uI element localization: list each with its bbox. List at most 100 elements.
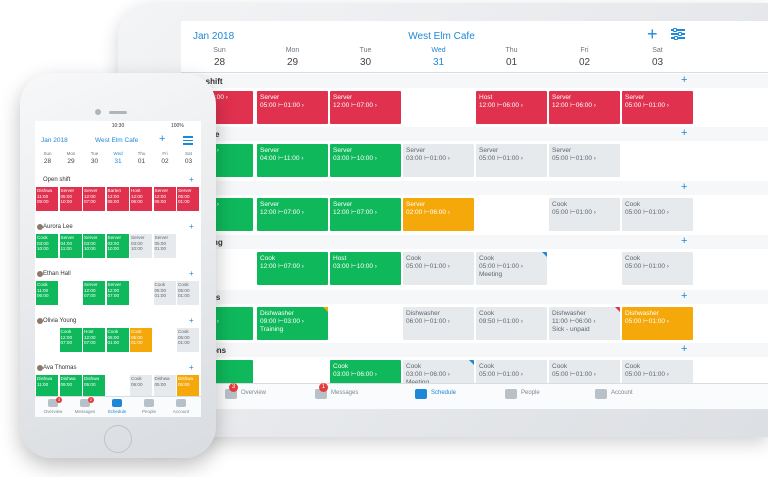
shift-card[interactable]: Server 02:00 ⊢06:00 › <box>403 198 474 231</box>
day-header[interactable]: Thu 01 <box>130 151 153 165</box>
tab-people[interactable]: People <box>134 399 164 414</box>
add-shift-icon[interactable]: + <box>159 133 166 145</box>
day-header[interactable]: Wed 31 <box>402 47 475 88</box>
day-header[interactable]: Sat 03 <box>621 47 694 68</box>
shift-card[interactable]: Cook 05:00 ⊢01:00 › <box>622 198 693 231</box>
add-icon[interactable]: + <box>681 127 688 139</box>
tab-account[interactable]: Account <box>595 389 633 399</box>
shift-card[interactable]: Dishwa 05:00 <box>177 375 199 399</box>
tab-people[interactable]: People <box>505 389 540 399</box>
day-header[interactable]: Sun 28 <box>183 47 256 88</box>
add-icon[interactable]: + <box>681 343 688 355</box>
shift-card[interactable]: Dishwa 11:00 05:00 <box>36 187 58 211</box>
filter-icon[interactable] <box>183 136 193 145</box>
add-icon[interactable]: + <box>189 363 194 372</box>
shift-card[interactable]: Cook 05:00 01:00 <box>153 281 176 305</box>
shift-card[interactable]: Cook 09:50 ⊢01:00 › <box>476 307 547 340</box>
shift-card[interactable]: Server 04:00 ⊢11:00 › <box>257 144 328 177</box>
tab-schedule[interactable]: Schedule <box>102 399 132 414</box>
shift-card[interactable]: Dishwasher 06:00 ⊢01:00 › <box>403 307 474 340</box>
shift-card[interactable]: Cook 05:00 ⊢01:00 › <box>622 252 693 285</box>
tab-messages[interactable]: Messages 2 <box>70 397 100 414</box>
day-header[interactable]: Sun 28 <box>36 151 59 165</box>
shift-card[interactable]: Server 05:00 10:00 <box>59 187 82 211</box>
shift-card[interactable]: Cook 05:00 01:00 <box>130 328 152 352</box>
shift-card[interactable]: Cook 05:00 ⊢01:00 › <box>549 198 620 231</box>
shift-card[interactable]: Host 12:00 07:00 <box>83 328 105 352</box>
shift-card[interactable]: Server 12:00 ⊢06:00 › <box>549 91 620 124</box>
day-header[interactable]: Sat 03 <box>177 151 200 165</box>
shift-card[interactable]: Cook 11:00 06:00 <box>36 281 58 305</box>
shift-card[interactable]: Server 12:00 ⊢07:00 › <box>257 198 328 231</box>
shift-card[interactable]: Server 03:00 10:00 <box>83 234 105 258</box>
day-header[interactable]: Tue 30 <box>329 47 402 68</box>
add-icon[interactable]: + <box>189 175 194 184</box>
shift-card[interactable]: Cook 03:00 10:00 <box>36 234 58 258</box>
shift-card[interactable]: Dishwa 09:00 <box>59 375 82 399</box>
shift-card[interactable]: Server 05:00 ⊢01:00 › <box>622 91 693 124</box>
shift-card[interactable]: Server 12:00 ⊢07:00 › <box>330 198 401 231</box>
shift-card[interactable]: Cook 12:00 07:00 <box>59 328 82 352</box>
shift-card[interactable]: Server 03:00 10:00 <box>130 234 152 258</box>
filter-icon[interactable] <box>671 28 685 40</box>
shift-card[interactable]: Server 04:00 11:00 <box>59 234 82 258</box>
shift-card[interactable]: Cook 09:00 <box>130 375 152 399</box>
tab-account[interactable]: Account <box>166 399 196 414</box>
shift-card[interactable]: Server 05:00 01:00 <box>177 187 199 211</box>
day-header[interactable]: Tue 30 <box>83 151 106 165</box>
tab-overview[interactable]: Overview 3 <box>225 383 266 399</box>
shift-card[interactable]: Host 03:00 ⊢10:00 › <box>330 252 401 285</box>
home-button[interactable] <box>104 425 132 453</box>
shift-card[interactable]: Cook 05:00 01:00 <box>177 328 199 352</box>
shift-card[interactable]: Server 05:00 ⊢01:00 › <box>549 144 620 177</box>
add-icon[interactable]: + <box>681 290 688 302</box>
shift-card[interactable]: Dishwasher 09:00 ⊢03:00 › Training <box>257 307 328 340</box>
location-title[interactable]: West Elm Cafe <box>95 137 139 144</box>
shift-card[interactable]: Server 03:00 10:00 <box>106 234 129 258</box>
shift-card[interactable]: Dishwasher 11:00 ⊢06:00 › Sick - unpaid <box>549 307 620 340</box>
shift-card[interactable]: Dishwa 05:00 <box>83 375 105 399</box>
shift-card[interactable]: Server 03:00 ⊢01:00 › <box>403 144 474 177</box>
day-header[interactable]: Thu 01 <box>475 47 548 68</box>
shift-card[interactable]: Cook 05:00 ⊢01:00 › <box>403 252 474 285</box>
add-icon[interactable]: + <box>189 222 194 231</box>
location-title[interactable]: West Elm Cafe <box>408 31 475 42</box>
shift-card[interactable]: Server 03:00 ⊢10:00 › <box>330 144 401 177</box>
shift-card[interactable]: Cook 05:00 01:00 <box>177 281 199 305</box>
month-selector[interactable]: Jan 2018 <box>41 137 68 144</box>
shift-card[interactable]: Server 05:00 01:00 <box>153 234 176 258</box>
shift-card[interactable]: Host 12:00 ⊢06:00 › <box>476 91 547 124</box>
shift-card[interactable]: Cook 12:00 ⊢07:00 › <box>257 252 328 285</box>
shift-card[interactable]: Dishwa 11:00 <box>36 375 58 399</box>
tab-messages[interactable]: Messages 1 <box>315 383 358 399</box>
shift-card[interactable]: Cook 06:00 01:00 <box>106 328 129 352</box>
shift-card[interactable]: Server 12:00 ⊢07:00 › <box>330 91 401 124</box>
shift-card[interactable]: Barten 12:00 06:00 <box>106 187 129 211</box>
shift-card[interactable]: Dishwa 05:00 <box>153 375 176 399</box>
shift-card[interactable]: Server 12:00 06:00 <box>153 187 176 211</box>
shift-card[interactable]: Dishwasher 05:00 ⊢01:00 › <box>622 307 693 340</box>
shift-time: 04:00 ⊢11:00 › <box>260 155 304 162</box>
add-icon[interactable]: + <box>189 269 194 278</box>
tab-overview[interactable]: Overview 3 <box>38 397 68 414</box>
add-icon[interactable]: + <box>681 74 688 86</box>
month-selector[interactable]: Jan 2018 <box>193 31 235 42</box>
day-header[interactable]: Fri 02 <box>154 151 177 165</box>
day-header[interactable]: Wed 31 <box>107 151 130 165</box>
shift-card[interactable]: Server 12:00 07:00 <box>83 187 105 211</box>
add-icon[interactable]: + <box>681 235 688 247</box>
tab-schedule[interactable]: Schedule <box>415 389 456 399</box>
tab-label: Account <box>172 409 190 414</box>
shift-card[interactable]: Cook 05:00 ⊢01:00 › Meeting <box>476 252 547 285</box>
shift-card[interactable]: Server 05:00 ⊢01:00 › <box>257 91 328 124</box>
day-header[interactable]: Mon 29 <box>256 47 329 88</box>
shift-card[interactable]: Server 05:00 ⊢01:00 › <box>476 144 547 177</box>
day-header[interactable]: Fri 02 <box>548 47 621 88</box>
add-icon[interactable]: + <box>681 181 688 193</box>
shift-card[interactable]: Server 12:00 07:00 <box>83 281 105 305</box>
add-icon[interactable]: + <box>189 316 194 325</box>
day-header[interactable]: Mon 29 <box>60 151 83 165</box>
shift-card[interactable]: Server 12:00 07:00 <box>106 281 129 305</box>
shift-card[interactable]: Host 12:00 06:00 <box>130 187 152 211</box>
add-shift-icon[interactable]: + <box>647 24 658 44</box>
